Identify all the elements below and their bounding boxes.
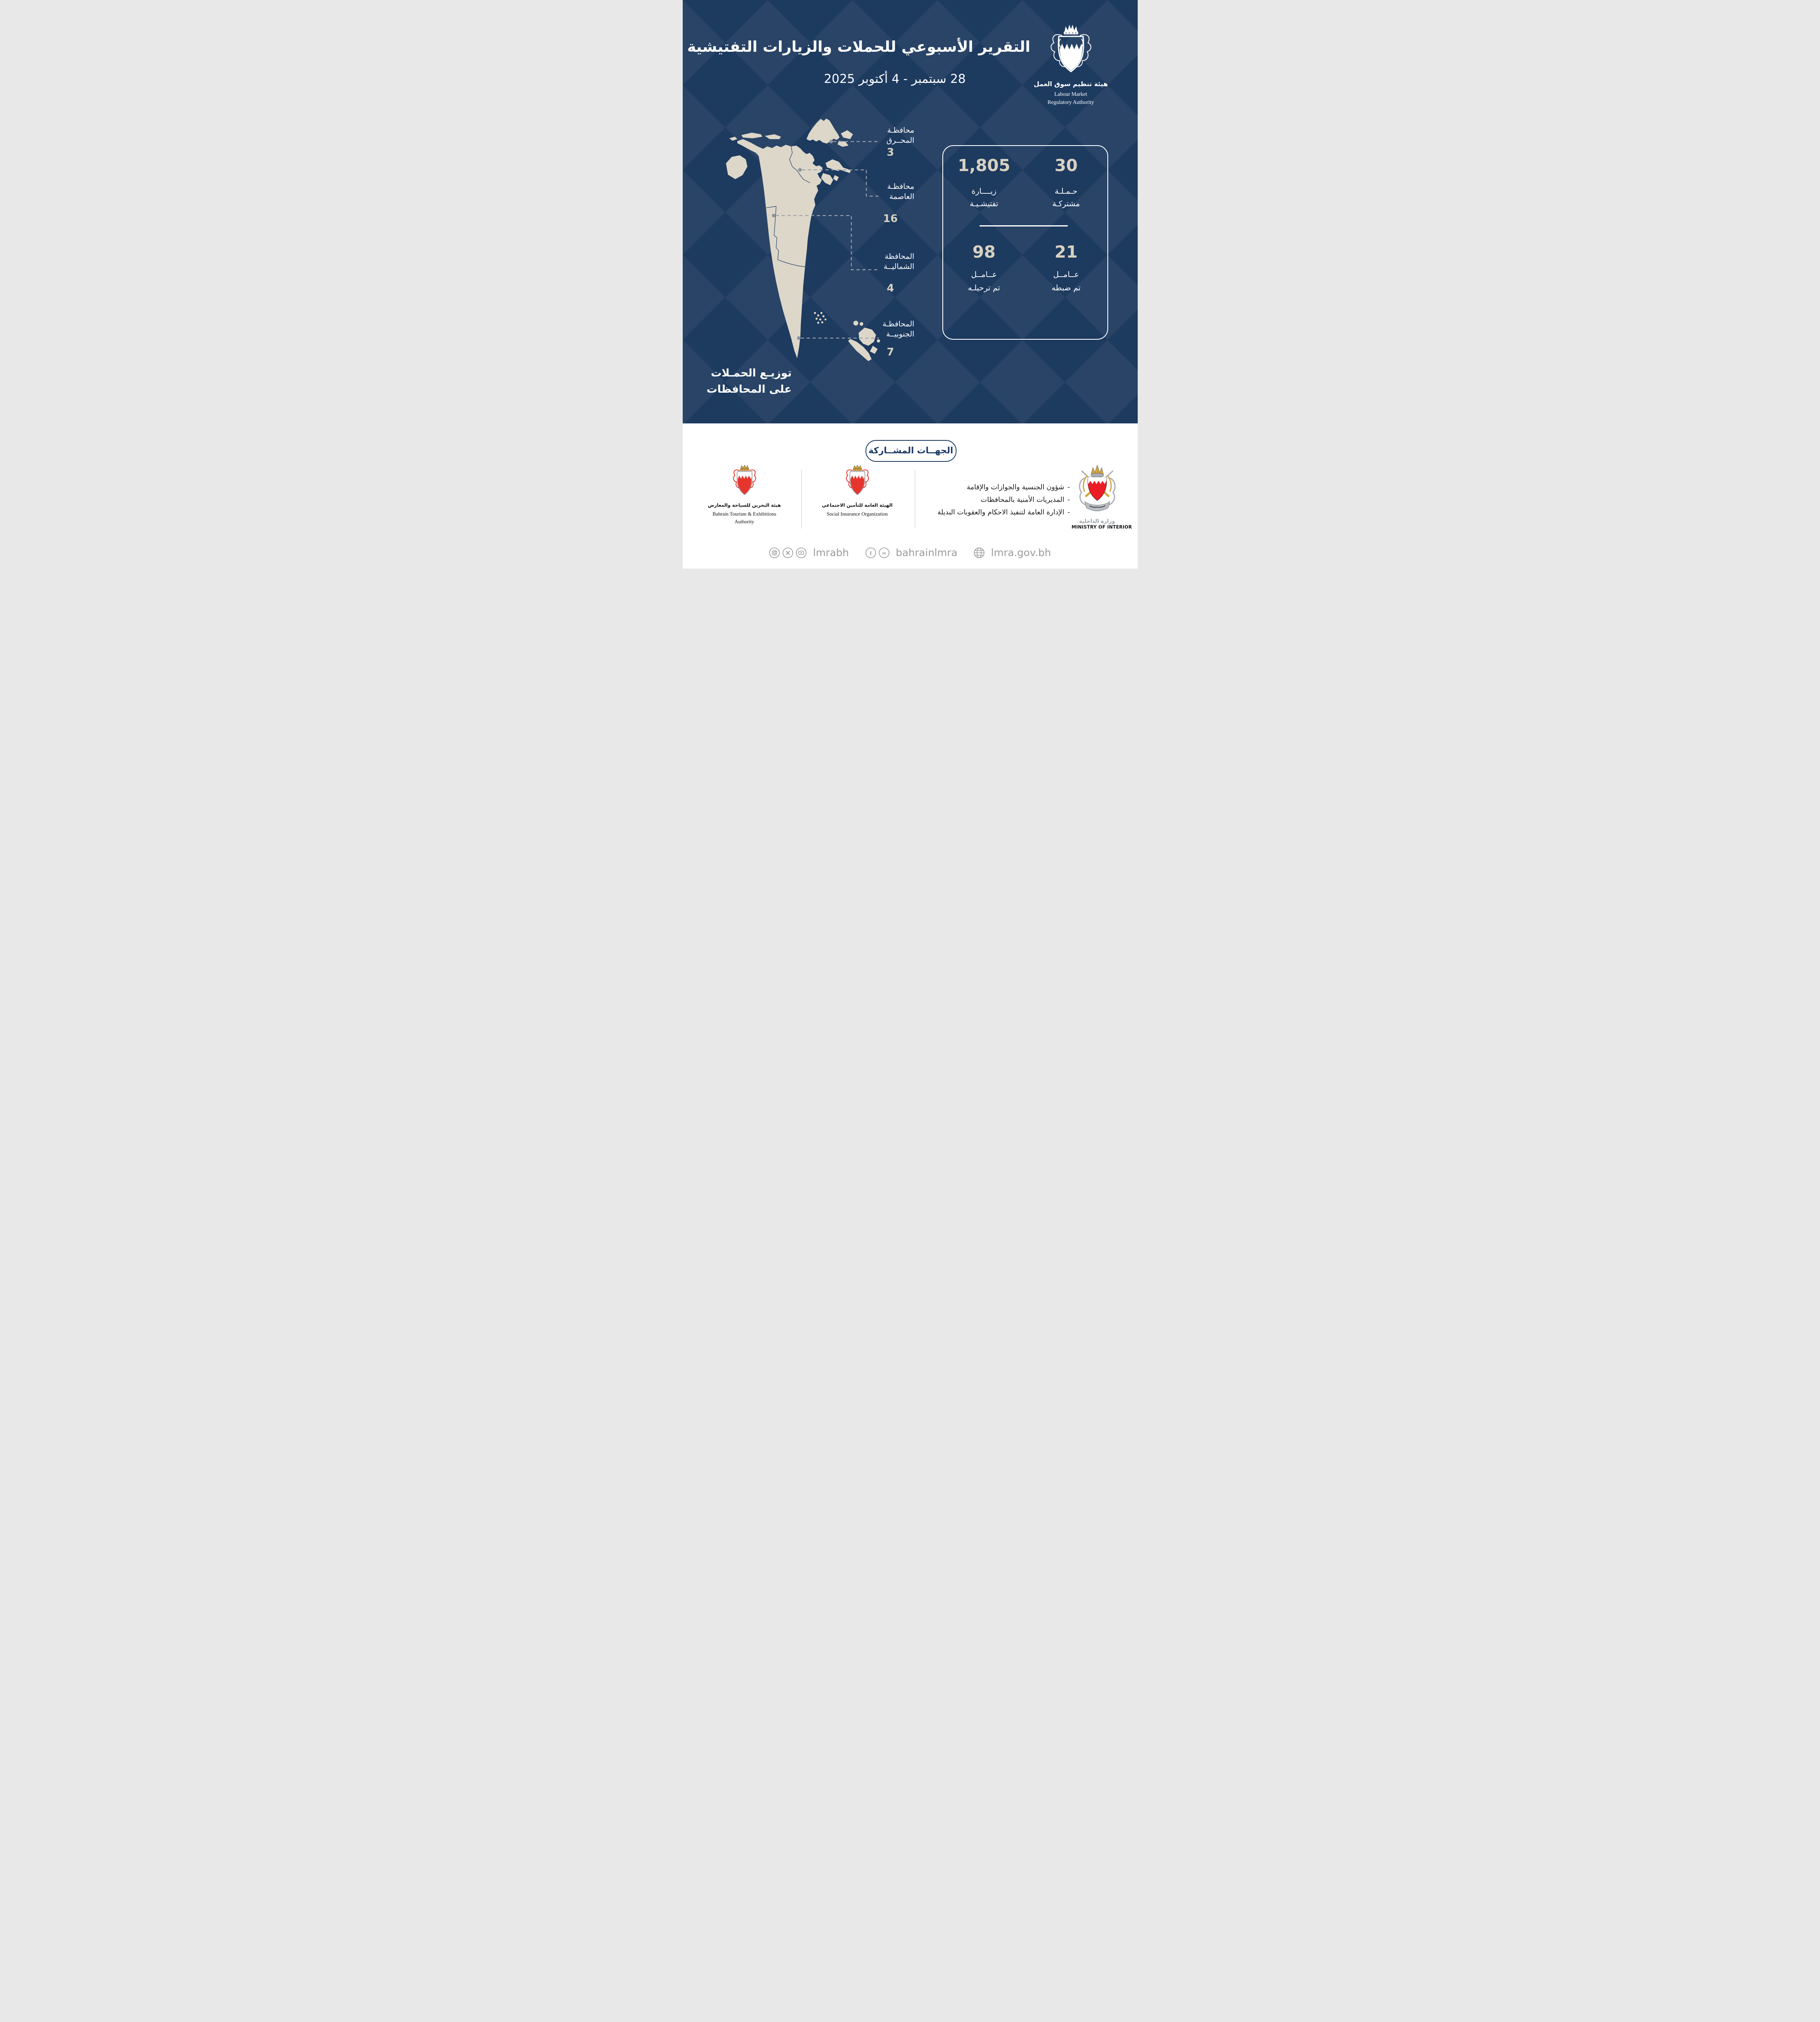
svg-text:in: in	[882, 551, 886, 556]
value-northern: 4	[887, 282, 894, 294]
svg-text:f: f	[870, 550, 872, 556]
moi-emblem-icon	[1079, 464, 1115, 511]
btea-logo: هيئة البحرين للسياحة والمعارض Bahrain To…	[706, 465, 783, 526]
kpi-campaigns-label: حـمـلـة مشتركـة	[1052, 187, 1080, 208]
moi-departments-list: -شؤون الجنسية والجوازات والإقامة -المدير…	[925, 481, 1070, 519]
moi-name-arabic: وزارة الداخلية	[1079, 518, 1115, 525]
website-group	[973, 547, 985, 558]
column-divider	[801, 470, 802, 529]
report-date-range: 28 سبتمبر - 4 أكتوبر 2025	[824, 72, 966, 86]
infographic-canvas: التقرير الأسبوعي للحملات والزيارات التفت…	[682, 0, 1138, 569]
governorate-borders	[766, 146, 811, 268]
value-capital: 16	[883, 213, 898, 225]
location-dots	[772, 140, 833, 340]
kpi-arrested-value: 21	[1054, 242, 1078, 262]
social-icons-group: f in	[865, 547, 890, 558]
footer-social-bar: lmrabh f in bahrainlmra lmra.gov.bh	[683, 547, 1138, 558]
umm-an-nasan-island	[726, 155, 747, 179]
label-capital-governorate: محافظـة العاصمة	[887, 182, 914, 201]
handle-lmrabh: lmrabh	[813, 547, 849, 558]
kpi-divider	[979, 225, 1068, 226]
page-title: التقرير الأسبوعي للحملات والزيارات التفت…	[687, 38, 1031, 55]
label-connectors	[775, 141, 879, 339]
sio-logo: الهيئة العامة للتأمين الاجتماعي Social I…	[819, 465, 896, 518]
facebook-icon: f	[865, 547, 876, 558]
kpi-visits-value: 1,805	[958, 156, 1010, 175]
lmra-logo: هيئة تنظيم سوق العمل Labour Market Regul…	[1029, 24, 1113, 106]
hero-section	[682, 0, 1138, 423]
handle-bahrainlmra: bahrainlmra	[895, 547, 958, 558]
btea-name-english: Bahrain Tourism & Exhibitions Authority	[712, 511, 777, 525]
label-muharraq-governorate: محافظـة المحــرق	[886, 126, 914, 145]
column-divider	[914, 470, 915, 529]
website-url: lmra.gov.bh	[991, 547, 1051, 558]
list-item: -الإدارة العامة لتنفيذ الاحكام والعقوبات…	[937, 508, 1070, 516]
moi-logo: وزارة الداخلية MINISTRY OF INTERIOR	[1071, 464, 1132, 530]
value-southern: 7	[887, 346, 894, 358]
crown-icon	[1064, 25, 1077, 32]
sio-coat-of-arms-icon	[846, 465, 869, 495]
kpi-deported-label: عــامــل تم ترحيلـه	[968, 270, 1000, 292]
youtube-icon	[796, 547, 807, 558]
kpi-visits-label: زيــــارة تفتيشـيـة	[969, 187, 999, 208]
btea-coat-of-arms-icon	[733, 465, 756, 495]
bahrain-coat-of-arms-white-icon	[1050, 25, 1091, 72]
lmra-name-arabic: هيئة تنظيم سوق العمل	[1033, 80, 1108, 88]
muharraq-island	[806, 118, 840, 144]
instagram-icon	[769, 547, 780, 558]
linkedin-icon: in	[878, 547, 889, 558]
lmra-name-english: Labour Market Regulatory Authority	[1047, 91, 1094, 105]
label-northern-governorate: المحافظة الشماليــة	[883, 252, 914, 271]
value-muharraq: 3	[887, 146, 894, 159]
map-caption: توزيـع الحمـلات على المحافظات	[706, 367, 792, 396]
kpi-deported-value: 98	[972, 242, 996, 262]
btea-name-arabic: هيئة البحرين للسياحة والمعارض	[708, 502, 781, 508]
globe-icon	[974, 547, 985, 558]
list-item: -شؤون الجنسية والجوازات والإقامة	[967, 483, 1070, 491]
participants-badge: الجهــات المشــاركة	[865, 440, 957, 462]
x-twitter-icon	[783, 547, 794, 558]
social-icons-group	[769, 547, 807, 558]
kpi-card: 1,805 30 زيــــارة تفتيشـيـة حـمـلـة مشترك…	[942, 145, 1108, 340]
main-island	[737, 139, 823, 358]
kpi-arrested-label: عــامــل تم ضبطه	[1052, 270, 1081, 292]
label-southern-governorate: المحافظـة الجنوبيــة	[882, 320, 914, 338]
sio-name-arabic: الهيئة العامة للتأمين الاجتماعي	[822, 502, 893, 508]
list-item: -المديريات الأمنية بالمحافظات	[980, 496, 1070, 504]
sio-name-english: Social Insurance Organization	[826, 511, 888, 517]
kpi-campaigns-value: 30	[1054, 156, 1078, 175]
participants-section: الجهــات المشــاركة هيئة البحرين للسياحة…	[682, 423, 1138, 569]
bahrain-map	[726, 118, 880, 361]
moi-name-english: MINISTRY OF INTERIOR	[1071, 525, 1132, 530]
